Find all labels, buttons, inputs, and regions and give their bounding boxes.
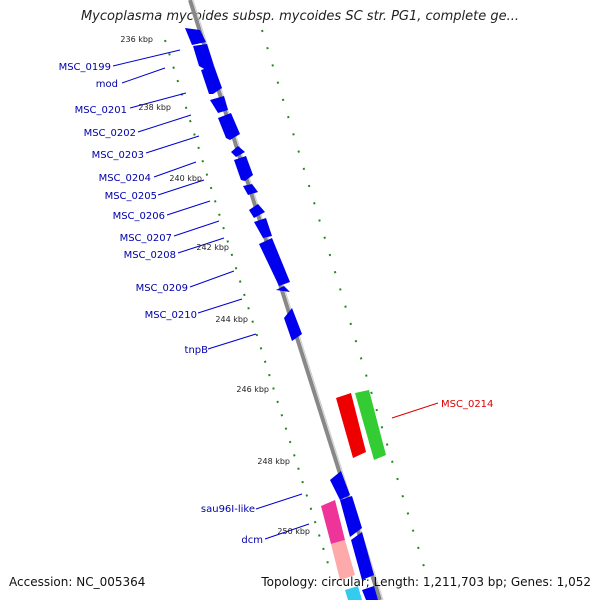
gene-feature-msc0208[interactable] [254, 218, 272, 238]
gene-feature-msc0214-green[interactable] [355, 390, 386, 460]
gene-feature-msc0199[interactable] [185, 28, 206, 45]
gene-feature-msc0209[interactable] [259, 238, 290, 286]
gene-label-tnpb[interactable]: tnpB [185, 345, 209, 356]
tick-label: 248 kbp [257, 457, 290, 466]
gene-features [185, 28, 378, 600]
gene-label-msc-0203[interactable]: MSC_0203 [92, 150, 144, 161]
gene-label-msc-0202[interactable]: MSC_0202 [84, 128, 136, 139]
gene-feature-msc0201[interactable] [201, 66, 222, 94]
accession-text: Accession: NC_005364 [9, 575, 146, 589]
gene-label-msc-0208[interactable]: MSC_0208 [124, 250, 176, 261]
gene-feature-msc0210[interactable] [276, 286, 290, 292]
gene-feature-cyan[interactable] [345, 586, 362, 600]
tick-label: 246 kbp [236, 385, 269, 394]
gene-feature-mod[interactable] [193, 44, 214, 70]
gene-label-msc-0199[interactable]: MSC_0199 [59, 62, 111, 73]
gene-label-sau96i-like[interactable]: sau96I-like [201, 504, 255, 515]
gene-feature-msc0207[interactable] [249, 204, 265, 218]
outer-dotted-ring [164, 39, 331, 571]
tick-label: 242 kbp [196, 243, 229, 252]
gene-label-msc-0209[interactable]: MSC_0209 [136, 283, 188, 294]
gene-feature-blue-lower[interactable] [351, 532, 374, 580]
gene-label-msc-0204[interactable]: MSC_0204 [99, 173, 151, 184]
gene-feature-blue-bottom[interactable] [362, 586, 378, 600]
gene-feature-msc0203[interactable] [218, 113, 240, 140]
gene-feature-pink[interactable] [321, 500, 345, 544]
gene-label-msc-0205[interactable]: MSC_0205 [105, 191, 157, 202]
gene-feature-msc0205[interactable] [234, 156, 253, 181]
gene-feature-msc0202[interactable] [210, 96, 228, 113]
gene-feature-msc0214-red[interactable] [336, 393, 366, 458]
gene-feature-msc0204[interactable] [231, 146, 245, 157]
tick-label: 250 kbp [277, 527, 310, 536]
tick-label: 240 kbp [169, 174, 202, 183]
gene-label-msc-0210[interactable]: MSC_0210 [145, 310, 197, 321]
tick-label: 236 kbp [120, 35, 153, 44]
gene-feature-dcm[interactable] [340, 496, 362, 537]
gene-label-mod[interactable]: mod [96, 79, 118, 90]
gene-label-msc-0201[interactable]: MSC_0201 [75, 105, 127, 116]
map-title: Mycoplasma mycoides subsp. mycoides SC s… [80, 9, 520, 24]
tick-label: 244 kbp [215, 315, 248, 324]
gene-feature-lightpink[interactable] [331, 540, 355, 580]
gene-label-dcm[interactable]: dcm [241, 535, 263, 546]
tick-label: 238 kbp [138, 103, 171, 112]
gene-label-msc-0207[interactable]: MSC_0207 [120, 233, 172, 244]
gene-feature-tnpb[interactable] [284, 308, 302, 341]
gene-feature-sau96i[interactable] [330, 471, 350, 500]
genome-summary-text: Topology: circular; Length: 1,211,703 bp… [261, 575, 591, 589]
gene-label-msc-0206[interactable]: MSC_0206 [113, 211, 165, 222]
gene-label-msc-0214[interactable]: MSC_0214 [441, 399, 493, 410]
gene-feature-msc0206[interactable] [243, 184, 258, 195]
